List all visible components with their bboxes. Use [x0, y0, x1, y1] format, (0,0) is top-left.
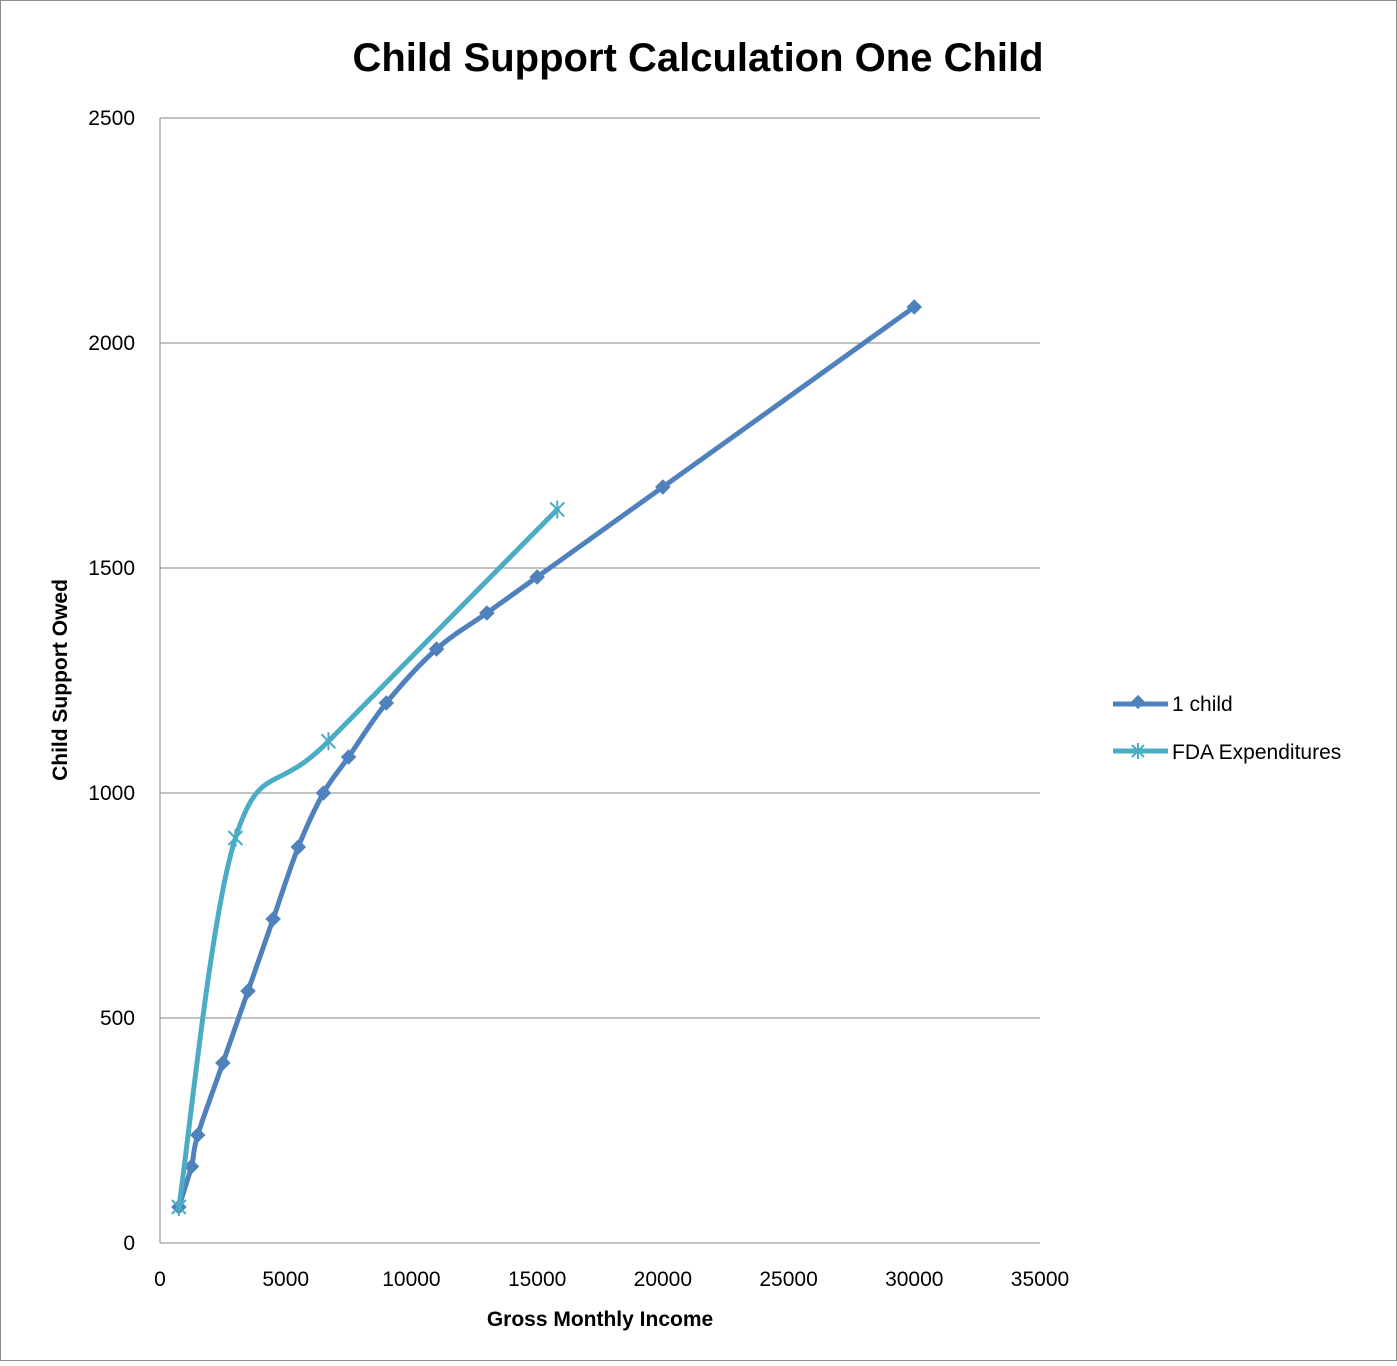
- legend-diamond-marker-icon: [1130, 694, 1146, 710]
- legend: 1 child FDA Expenditures: [1113, 693, 1341, 764]
- y-tick-label: 1500: [88, 557, 135, 580]
- gridlines: [160, 117, 1040, 1019]
- legend-item-1-child: 1 child: [1113, 693, 1233, 716]
- legend-label-1-child: 1 child: [1172, 693, 1233, 716]
- y-tick-label: 2000: [88, 332, 135, 355]
- x-tick-label: 10000: [382, 1268, 440, 1291]
- data-point-diamond: [189, 1127, 206, 1143]
- series-line: [176, 304, 917, 1210]
- data-point-diamond: [529, 569, 545, 585]
- x-tick-label: 35000: [1011, 1268, 1069, 1291]
- legend-star-marker-icon: [1131, 743, 1145, 759]
- data-point-star: [171, 1198, 187, 1216]
- data-point-star: [549, 500, 565, 519]
- data-point-diamond: [215, 1055, 231, 1071]
- legend-label-fda-expenditures: FDA Expenditures: [1172, 741, 1341, 764]
- x-axis-title: Gross Monthly Income: [487, 1308, 713, 1331]
- x-tick-label: 5000: [262, 1268, 309, 1291]
- y-axis-title: Child Support Owed: [49, 579, 72, 781]
- legend-item-fda-expenditures: FDA Expenditures: [1113, 741, 1341, 764]
- series-line: [176, 507, 560, 1210]
- x-tick-label: 15000: [508, 1268, 566, 1291]
- x-tick-label: 0: [154, 1268, 166, 1291]
- series-fda-expenditures: [171, 500, 565, 1216]
- y-tick-label: 500: [100, 1007, 135, 1030]
- data-point-star: [227, 829, 244, 847]
- x-tick-label: 20000: [634, 1268, 692, 1291]
- data-point-diamond: [240, 983, 256, 999]
- data-point-diamond: [183, 1158, 200, 1175]
- y-tick-label: 0: [123, 1232, 135, 1255]
- axes: [159, 118, 1040, 1244]
- x-tick-label: 25000: [759, 1268, 817, 1291]
- y-tick-label: 2500: [88, 107, 135, 130]
- chart-title: Child Support Calculation One Child: [352, 36, 1043, 80]
- data-point-star: [320, 732, 337, 751]
- x-tick-label: 30000: [885, 1268, 943, 1291]
- y-tick-label: 1000: [88, 782, 135, 805]
